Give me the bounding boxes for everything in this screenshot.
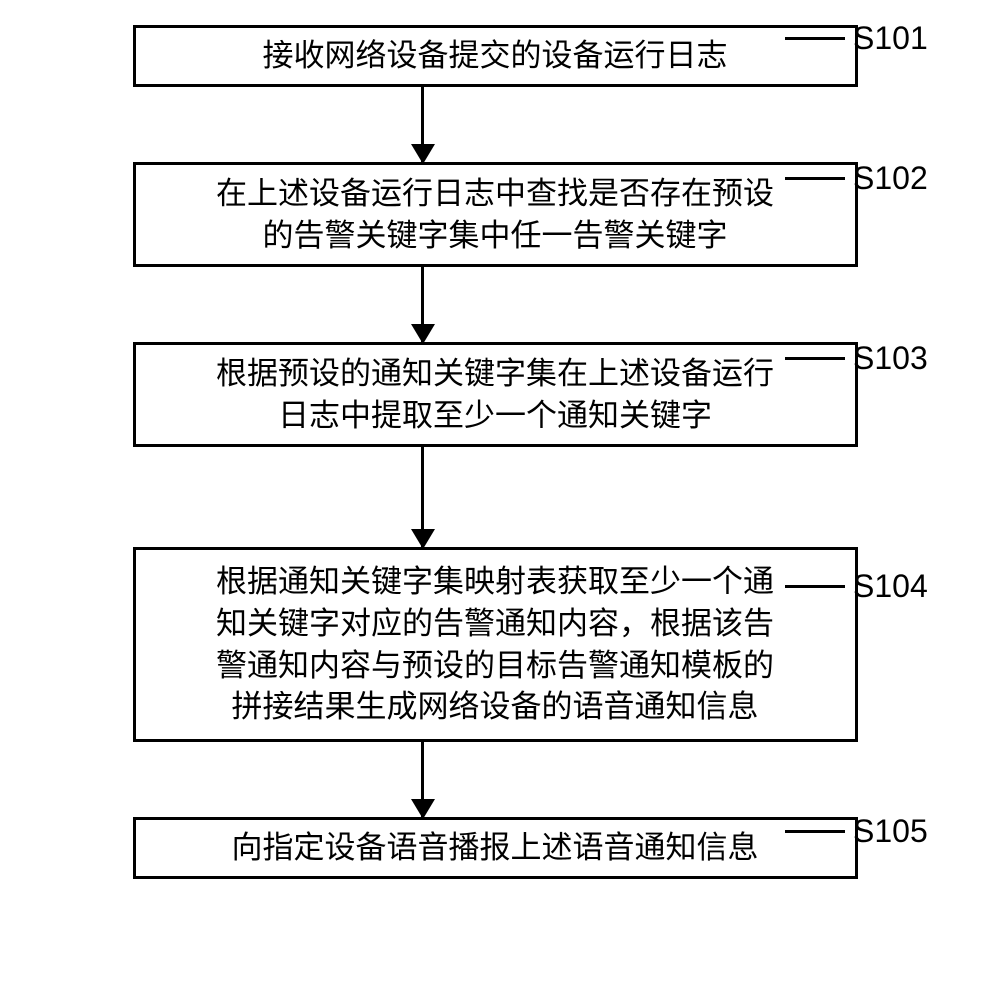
- node-text: 在上述设备运行日志中查找是否存在预设 的告警关键字集中任一告警关键字: [216, 173, 774, 257]
- step-label-s104: S104: [853, 568, 928, 605]
- step-label-s101: S101: [853, 20, 928, 57]
- flowchart-node-s105: 向指定设备语音播报上述语音通知信息: [133, 817, 858, 879]
- callout-line: [785, 357, 845, 360]
- node-text: 向指定设备语音播报上述语音通知信息: [232, 827, 759, 869]
- node-text: 根据通知关键字集映射表获取至少一个通 知关键字对应的告警通知内容，根据该告 警通…: [216, 561, 774, 728]
- callout-line: [785, 177, 845, 180]
- flowchart-node-s103: 根据预设的通知关键字集在上述设备运行 日志中提取至少一个通知关键字: [133, 342, 858, 447]
- node-text: 根据预设的通知关键字集在上述设备运行 日志中提取至少一个通知关键字: [216, 353, 774, 437]
- callout-line: [785, 585, 845, 588]
- step-label-s103: S103: [853, 340, 928, 377]
- flow-arrow: [60, 742, 785, 817]
- flowchart-node-s101: 接收网络设备提交的设备运行日志: [133, 25, 858, 87]
- flowchart-node-s102: 在上述设备运行日志中查找是否存在预设 的告警关键字集中任一告警关键字: [133, 162, 858, 267]
- callout-line: [785, 830, 845, 833]
- flowchart-node-s104: 根据通知关键字集映射表获取至少一个通 知关键字对应的告警通知内容，根据该告 警通…: [133, 547, 858, 742]
- flow-arrow: [60, 87, 785, 162]
- callout-line: [785, 37, 845, 40]
- node-text: 接收网络设备提交的设备运行日志: [263, 35, 728, 77]
- flowchart-container: 接收网络设备提交的设备运行日志 S101 在上述设备运行日志中查找是否存在预设 …: [60, 25, 930, 879]
- step-label-s102: S102: [853, 160, 928, 197]
- flow-arrow: [60, 447, 785, 547]
- step-label-s105: S105: [853, 813, 928, 850]
- flow-arrow: [60, 267, 785, 342]
